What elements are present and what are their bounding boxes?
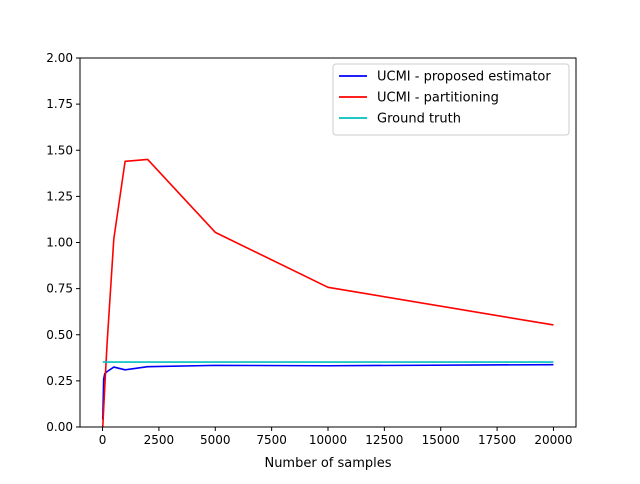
y-tick-label: 2.00 bbox=[46, 51, 73, 65]
y-tick-label: 0.75 bbox=[46, 282, 73, 296]
legend-label: Ground truth bbox=[377, 112, 461, 127]
y-axis: 0.00 0.25 0.50 0.75 1.00 1.25 1.50 1.75 2.00 bbox=[46, 51, 80, 434]
x-tick-label: 15000 bbox=[422, 433, 460, 447]
y-tick-label: 1.00 bbox=[46, 236, 73, 250]
x-axis-label: Number of samples bbox=[264, 456, 391, 471]
y-tick-label: 0.25 bbox=[46, 374, 73, 388]
x-tick-label: 7500 bbox=[256, 433, 287, 447]
y-tick-label: 1.50 bbox=[46, 143, 73, 157]
y-tick-label: 1.25 bbox=[46, 189, 73, 203]
x-tick-label: 10000 bbox=[309, 433, 347, 447]
legend-label: UCMI - partitioning bbox=[377, 91, 499, 106]
legend-label: UCMI - proposed estimator bbox=[377, 70, 551, 85]
y-tick-label: 0.50 bbox=[46, 328, 73, 342]
legend: UCMI - proposed estimator UCMI - partitio… bbox=[332, 63, 570, 136]
series-line-0 bbox=[101, 363, 554, 420]
x-tick-label: 5000 bbox=[200, 433, 231, 447]
x-tick-label: 20000 bbox=[534, 433, 572, 447]
x-tick-label: 12500 bbox=[365, 433, 403, 447]
series-line-1 bbox=[101, 158, 554, 428]
x-tick-label: 2500 bbox=[144, 433, 175, 447]
y-tick-label: 1.75 bbox=[46, 97, 73, 111]
legend-box bbox=[332, 63, 570, 136]
plot-lines bbox=[101, 158, 554, 428]
y-tick-label: 0.00 bbox=[46, 420, 73, 434]
x-tick-label: 17500 bbox=[478, 433, 516, 447]
x-axis: 0 2500 5000 7500 10000 12500 15000 17500 20000 bbox=[99, 427, 573, 447]
x-tick-label: 0 bbox=[99, 433, 107, 447]
